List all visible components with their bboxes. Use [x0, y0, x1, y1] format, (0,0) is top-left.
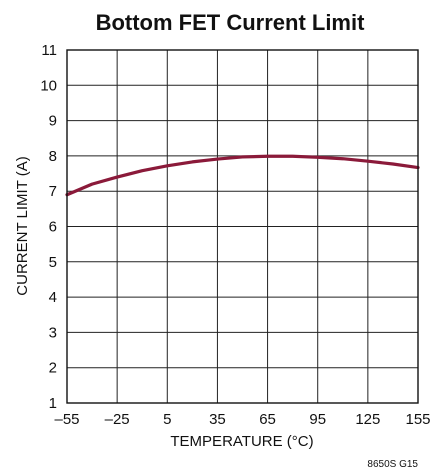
x-tick-label-7: 155	[405, 411, 430, 428]
y-axis-label: CURRENT LIMIT (A)	[14, 156, 31, 295]
x-tick-label-5: 95	[309, 411, 326, 428]
ticks-layer: –55 –25 5 35 65 95 125 155 1 2 3 4 5 6 7 8 9 10 11	[40, 42, 430, 428]
figure-id: 8650S G15	[367, 459, 418, 469]
x-axis-label: TEMPERATURE (°C)	[170, 433, 313, 450]
x-tick-label-2: 5	[163, 411, 171, 428]
series-layer	[65, 154, 420, 197]
y-tick-label-8: 9	[49, 113, 57, 130]
y-tick-label-10: 11	[41, 42, 57, 59]
chart-title: Bottom FET Current Limit	[96, 10, 366, 35]
x-tick-label-3: 35	[209, 411, 226, 428]
y-tick-label-1: 2	[49, 360, 57, 377]
y-tick-label-4: 5	[49, 254, 57, 271]
y-tick-label-5: 6	[49, 219, 57, 236]
y-tick-label-9: 10	[40, 77, 57, 94]
x-tick-label-0: –55	[54, 411, 79, 428]
series-line-0	[65, 154, 420, 197]
y-tick-label-2: 3	[49, 324, 57, 341]
x-tick-label-6: 125	[355, 411, 380, 428]
x-tick-label-1: –25	[105, 411, 130, 428]
y-tick-label-0: 1	[49, 395, 57, 412]
y-tick-label-6: 7	[49, 183, 57, 200]
plot-frame	[66, 49, 419, 404]
grid-layer	[66, 49, 419, 404]
axes-layer	[66, 49, 419, 404]
x-tick-label-4: 65	[259, 411, 276, 428]
y-tick-label-3: 4	[49, 289, 57, 306]
y-tick-label-7: 8	[49, 148, 57, 165]
